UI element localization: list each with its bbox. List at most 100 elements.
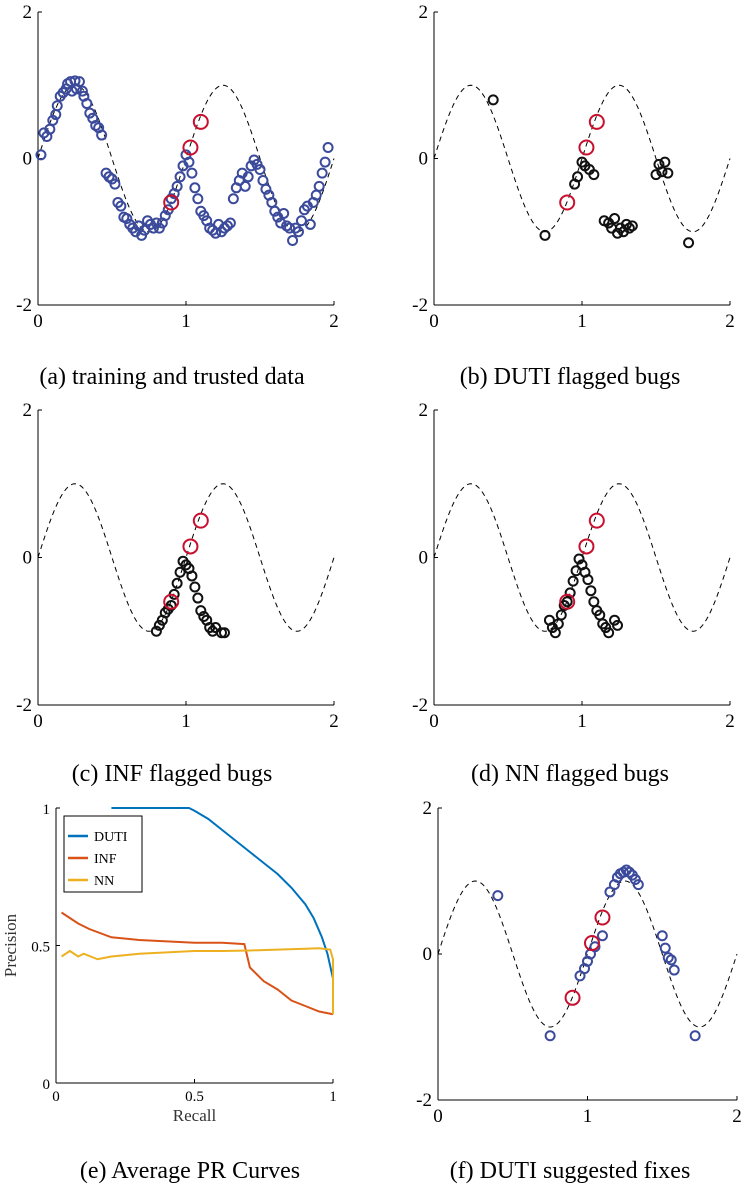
trusted-point xyxy=(182,139,199,156)
training-point xyxy=(96,129,108,141)
fixed-point xyxy=(656,930,668,942)
fixed-point xyxy=(589,941,601,953)
trusted-point xyxy=(564,989,581,1006)
trusted-point xyxy=(588,512,605,529)
flagged-point xyxy=(195,605,207,617)
trusted-point xyxy=(578,139,595,156)
training-point xyxy=(171,180,183,192)
trusted-point xyxy=(182,538,199,555)
series-line-duti xyxy=(111,807,334,1012)
training-point xyxy=(239,180,251,192)
x-tick-label: 0 xyxy=(52,1089,60,1105)
trusted-point xyxy=(594,909,611,926)
flagged-point xyxy=(588,169,600,181)
true-function-curve xyxy=(433,483,731,632)
panel-c: 0 1 220-2(c) INF flagged bugs xyxy=(16,400,339,787)
flagged-point xyxy=(487,94,499,106)
y-tick-label: -2 xyxy=(412,695,428,716)
training-point xyxy=(73,76,85,88)
x-tick-label: 2 xyxy=(732,1106,742,1127)
flagged-point xyxy=(218,627,230,639)
y-tick-label: 0 xyxy=(23,149,33,170)
training-point xyxy=(183,156,195,168)
legend-label: DUTI xyxy=(94,830,128,845)
x-tick-label: 0 xyxy=(433,1106,443,1127)
x-tick-label: 2 xyxy=(725,711,735,732)
training-point xyxy=(192,193,204,205)
training-point xyxy=(81,98,93,110)
series-line-inf xyxy=(60,911,334,1016)
training-point xyxy=(159,210,171,222)
training-point xyxy=(221,220,233,232)
x-tick-label: 0 xyxy=(33,311,43,332)
fixed-point xyxy=(632,879,644,891)
x-tick-label: 1 xyxy=(583,1106,593,1127)
training-point xyxy=(257,174,269,186)
panel-caption: (f) DUTI suggested fixes xyxy=(450,1158,691,1184)
flagged-point xyxy=(585,585,597,597)
flagged-point xyxy=(171,577,183,589)
training-point xyxy=(316,167,328,179)
flagged-point xyxy=(564,587,576,599)
training-point xyxy=(35,149,47,161)
panel-caption: (b) DUTI flagged bugs xyxy=(460,364,681,390)
training-point xyxy=(295,215,307,227)
flagged-point xyxy=(683,237,695,249)
panel-d: 0 1 220-2(d) NN flagged bugs xyxy=(412,400,735,787)
panel-f: 0 1 220-2(f) DUTI suggested fixes xyxy=(416,798,742,1184)
x-tick-label: 1 xyxy=(577,711,587,732)
x-tick-label: 1 xyxy=(181,311,191,332)
panel-caption: (a) training and trusted data xyxy=(39,364,305,390)
x-tick-label: 1 xyxy=(577,311,587,332)
x-tick-label: 2 xyxy=(725,311,735,332)
y-tick-label: 0 xyxy=(419,548,429,569)
fixed-point xyxy=(544,1030,556,1042)
training-point xyxy=(319,156,331,168)
flagged-point xyxy=(603,627,615,639)
training-point xyxy=(304,218,316,230)
training-point xyxy=(47,114,59,126)
training-point xyxy=(275,217,287,229)
training-point xyxy=(109,178,121,190)
x-tick-label: 0 xyxy=(33,711,43,732)
training-point xyxy=(224,217,236,229)
y-tick-label: 2 xyxy=(419,2,429,23)
training-point xyxy=(189,182,201,194)
trusted-point xyxy=(163,194,180,211)
panel-a: 0 1 220-2(a) training and trusted data xyxy=(16,2,339,390)
y-tick-label: 2 xyxy=(419,400,429,421)
trusted-point xyxy=(583,935,600,952)
training-point xyxy=(121,213,133,225)
training-point xyxy=(174,171,186,183)
x-tick-label: 0.5 xyxy=(185,1089,204,1105)
y-tick-label: -2 xyxy=(16,695,32,716)
flagged-point xyxy=(174,566,186,578)
fixed-point xyxy=(492,890,504,902)
y-tick-label: 2 xyxy=(423,798,433,819)
series-line-nn xyxy=(60,947,334,1015)
trusted-point xyxy=(588,113,605,130)
flagged-point xyxy=(165,599,177,611)
trusted-point xyxy=(559,194,576,211)
y-tick-label: 0 xyxy=(23,548,33,569)
true-function-curve xyxy=(437,880,738,1028)
fixed-point xyxy=(623,866,635,878)
y-tick-label: -2 xyxy=(16,295,32,316)
flagged-point xyxy=(662,167,674,179)
flagged-point xyxy=(555,609,567,621)
x-tick-label: 2 xyxy=(329,311,339,332)
panel-caption: (e) Average PR Curves xyxy=(80,1158,300,1184)
x-tick-label: 1 xyxy=(181,711,191,732)
x-tick-label: 1 xyxy=(329,1089,337,1105)
trusted-point xyxy=(192,113,209,130)
training-point xyxy=(322,142,334,154)
training-point xyxy=(245,160,257,172)
fixed-point xyxy=(596,930,608,942)
fixed-point xyxy=(689,1030,701,1042)
flagged-point xyxy=(572,171,584,183)
y-tick-label: 0 xyxy=(43,1077,51,1093)
legend-label: NN xyxy=(94,874,114,889)
y-tick-label: 2 xyxy=(23,2,33,23)
y-tick-label: 1 xyxy=(43,802,51,818)
